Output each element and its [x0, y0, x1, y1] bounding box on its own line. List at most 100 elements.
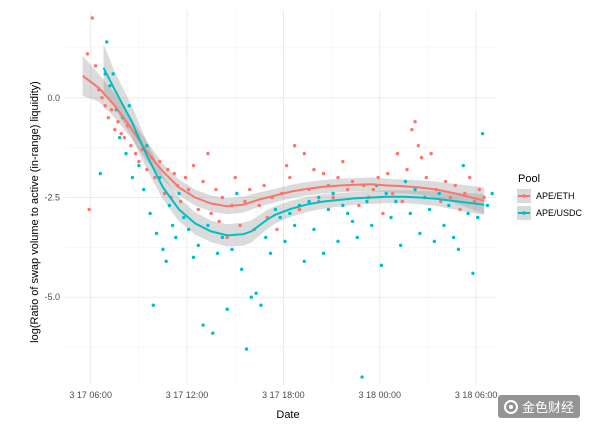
legend-title: Pool: [518, 173, 540, 185]
data-point: [230, 247, 234, 252]
data-point: [394, 199, 398, 204]
data-point: [117, 135, 122, 140]
data-point: [418, 231, 422, 236]
data-point: [410, 127, 414, 132]
data-point: [408, 211, 412, 216]
data-point: [122, 135, 127, 140]
data-point: [405, 167, 409, 172]
data-point: [321, 251, 326, 256]
data-point: [93, 64, 98, 68]
data-point: [191, 163, 196, 168]
data-point: [381, 211, 385, 216]
data-point: [477, 187, 482, 192]
x-tick-label: 3 18 06:00: [455, 390, 498, 400]
data-point: [466, 211, 470, 216]
data-point: [238, 223, 242, 228]
data-point: [476, 215, 480, 220]
data-point: [215, 251, 220, 256]
y-axis-ticks: 0.0 -2.5 -5.0: [44, 93, 60, 302]
data-point: [442, 223, 446, 228]
data-point: [124, 151, 128, 156]
data-point: [297, 207, 302, 212]
data-point: [292, 223, 297, 228]
data-point: [129, 143, 133, 148]
data-point: [243, 199, 247, 204]
data-point: [264, 235, 268, 240]
data-point: [365, 199, 369, 204]
data-point: [345, 187, 350, 192]
data-point: [371, 187, 376, 192]
data-point: [427, 207, 432, 212]
data-point: [275, 227, 279, 232]
data-point: [174, 235, 178, 240]
data-point: [137, 163, 141, 168]
legend-label: APE/USDC: [536, 208, 583, 218]
y-axis-title: log(Ratio of swap volume to active (in-r…: [29, 81, 41, 343]
data-point: [239, 267, 244, 272]
data-point: [350, 219, 355, 224]
x-tick-label: 3 17 12:00: [166, 390, 209, 400]
data-point: [302, 151, 306, 156]
data-point: [254, 291, 258, 295]
data-point: [317, 195, 321, 200]
x-axis-ticks: 3 17 06:00 3 17 12:00 3 17 18:00 3 18 00:00…: [69, 390, 497, 400]
data-point: [398, 243, 403, 248]
data-point: [220, 195, 225, 200]
data-point: [341, 203, 345, 208]
grid: [65, 10, 497, 385]
y-tick-label: -5.0: [44, 292, 60, 302]
data-point: [130, 175, 135, 180]
data-point: [485, 203, 490, 208]
data-point: [158, 159, 162, 164]
data-point: [170, 223, 175, 228]
data-point: [105, 40, 109, 44]
data-point: [249, 295, 253, 299]
data-point: [292, 143, 297, 148]
data-point: [437, 191, 441, 196]
data-point: [403, 179, 408, 184]
data-point: [456, 247, 461, 252]
data-point: [389, 215, 393, 220]
data-point: [336, 175, 340, 180]
data-point: [413, 120, 417, 124]
data-point: [177, 191, 181, 196]
data-point: [201, 323, 205, 327]
x-tick-label: 3 17 06:00: [69, 390, 112, 400]
data-point: [278, 215, 282, 220]
smooth-lines: [82, 67, 485, 237]
data-point: [209, 211, 213, 216]
data-point: [247, 187, 252, 192]
data-point: [191, 255, 196, 260]
data-point: [153, 175, 157, 180]
data-point: [451, 235, 456, 240]
legend-label: APE/ETH: [536, 191, 575, 201]
x-tick-label: 3 17 18:00: [262, 390, 305, 400]
data-point: [106, 116, 111, 120]
data-point: [161, 247, 165, 252]
data-point: [336, 239, 340, 244]
legend-key-point: [522, 211, 526, 215]
data-point: [196, 207, 200, 212]
data-point: [376, 175, 380, 180]
data-point: [490, 191, 494, 196]
data-point: [268, 251, 273, 256]
data-point: [386, 171, 390, 176]
data-point: [162, 191, 167, 196]
data-point: [283, 239, 287, 244]
data-point: [357, 203, 361, 208]
data-point: [355, 235, 359, 240]
data-point: [235, 191, 239, 196]
data-point: [111, 72, 115, 76]
data-point: [321, 171, 326, 176]
data-point: [432, 239, 437, 244]
data-points: [85, 16, 494, 379]
data-point: [453, 183, 457, 188]
smooth-line-ape-usdc: [102, 67, 485, 237]
data-point: [151, 303, 156, 307]
data-point: [288, 175, 292, 180]
data-point: [103, 104, 107, 108]
data-point: [98, 171, 103, 176]
data-point: [390, 191, 395, 196]
data-point: [154, 231, 159, 236]
